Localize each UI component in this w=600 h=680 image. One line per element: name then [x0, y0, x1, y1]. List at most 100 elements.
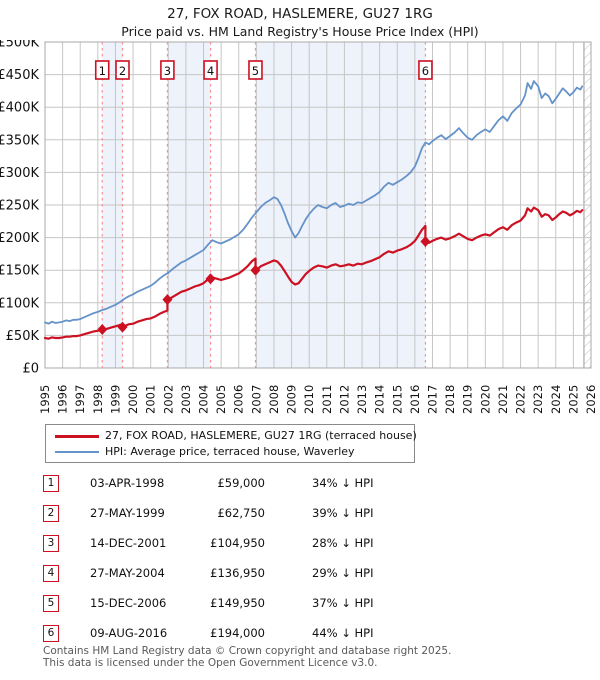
x-axis-tick-label: 2017	[425, 385, 439, 414]
y-axis-tick-label: £200K	[0, 231, 39, 246]
sale-table-row: 1 03-APR-1998 £59,000 34% ↓ HPI	[43, 475, 563, 493]
sale-price: £194,000	[210, 626, 265, 640]
sale-hpi-diff: 39% ↓ HPI	[312, 506, 374, 520]
sale-badge-box	[203, 60, 218, 80]
x-axis-tick-label: 2001	[144, 385, 158, 414]
footer-line-2: This data is licensed under the Open Gov…	[43, 656, 378, 669]
y-axis-tick-label: £150K	[0, 264, 39, 279]
sale-point-marker	[205, 273, 216, 285]
hpi-line	[44, 80, 584, 325]
x-axis-tick-label: 2013	[355, 385, 369, 414]
x-axis-tick-label: 2024	[549, 385, 563, 414]
license-footer: Contains HM Land Registry data © Crown c…	[43, 645, 583, 669]
sale-badge-number: 1	[99, 64, 106, 78]
x-axis-tick-label: 1996	[56, 385, 70, 414]
footer-line-1: Contains HM Land Registry data © Crown c…	[43, 645, 452, 657]
sale-price: £59,000	[217, 476, 265, 490]
sale-table-row: 4 27-MAY-2004 £136,950 29% ↓ HPI	[43, 565, 563, 583]
x-axis-tick-label: 2023	[531, 385, 545, 414]
x-axis-tick-label: 2012	[337, 385, 351, 414]
y-axis-tick-label: £0	[22, 362, 39, 377]
x-axis-tick-label: 2022	[514, 385, 528, 414]
price-chart-canvas: 1 2 3 4 5 6 £500K £450K £400K £350K £300K £250K £200…	[0, 40, 598, 414]
x-axis-tick-label: 2021	[496, 385, 510, 414]
sale-badge-number: 4	[207, 64, 214, 78]
price-paid-line	[43, 206, 584, 340]
sale-hpi-diff: 44% ↓ HPI	[312, 626, 374, 640]
sale-badge-box	[160, 60, 175, 80]
y-axis-tick-label: £300K	[0, 166, 39, 181]
sale-point-marker	[420, 236, 431, 248]
y-axis-tick-label: £100K	[0, 296, 39, 311]
y-axis-tick-label: £400K	[0, 101, 39, 116]
x-axis-tick-label: 2014	[373, 385, 387, 414]
sale-number-badge: 2	[43, 505, 59, 522]
x-axis-tick-label: 2016	[408, 385, 422, 414]
x-axis-tick-label: 1997	[73, 385, 87, 414]
sale-table-row: 2 27-MAY-1999 £62,750 39% ↓ HPI	[43, 505, 563, 523]
x-axis-tick-label: 2018	[443, 385, 457, 414]
sale-number-badge: 6	[43, 625, 59, 642]
sale-date: 14-DEC-2001	[90, 536, 167, 550]
sale-badge-number: 6	[422, 64, 429, 78]
y-axis-tick-label: £350K	[0, 133, 39, 148]
sale-hpi-diff: 37% ↓ HPI	[312, 596, 374, 610]
page-title: 27, FOX ROAD, HASLEMERE, GU27 1RG	[167, 6, 433, 22]
x-axis-tick-label: 2000	[126, 385, 140, 414]
x-axis-tick-label: 2008	[267, 385, 281, 414]
sale-badge-box	[418, 60, 433, 80]
sale-table-row: 6 09-AUG-2016 £194,000 44% ↓ HPI	[43, 625, 563, 643]
sale-date: 27-MAY-2004	[90, 566, 165, 580]
sale-hpi-diff: 34% ↓ HPI	[312, 476, 374, 490]
sale-date: 03-APR-1998	[90, 476, 165, 490]
page-subtitle: Price paid vs. HM Land Registry's House …	[121, 24, 479, 39]
sale-table-row: 3 14-DEC-2001 £104,950 28% ↓ HPI	[43, 535, 563, 553]
x-axis-tick-label: 2009	[285, 385, 299, 414]
x-axis-tick-label: 2007	[249, 385, 263, 414]
sale-hpi-diff: 29% ↓ HPI	[312, 566, 374, 580]
x-axis-tick-label: 2002	[161, 385, 175, 414]
sale-point-marker	[97, 324, 108, 336]
x-axis-tick-label: 2011	[320, 385, 334, 414]
sale-price: £149,950	[210, 596, 265, 610]
sale-badge-box	[115, 60, 130, 80]
sale-badge-number: 3	[164, 64, 171, 78]
sale-number-badge: 4	[43, 565, 59, 582]
sale-point-marker	[162, 294, 173, 306]
x-axis-tick-label: 1998	[91, 385, 105, 414]
x-axis-tick-label: 2010	[302, 385, 316, 414]
sale-price: £62,750	[217, 506, 265, 520]
sale-badge-number: 2	[119, 64, 126, 78]
legend-item: 27, FOX ROAD, HASLEMERE, GU27 1RG (terra…	[46, 428, 417, 444]
x-axis-tick-label: 2019	[461, 385, 475, 414]
legend-item: HPI: Average price, terraced house, Wave…	[46, 444, 414, 460]
sale-point-marker	[250, 264, 261, 276]
x-axis-tick-label: 2004	[197, 385, 211, 414]
x-axis-tick-label: 2006	[232, 385, 246, 414]
y-axis-tick-label: £500K	[0, 40, 39, 51]
y-axis-tick-label: £50K	[6, 329, 40, 344]
x-axis-tick-label: 2015	[390, 385, 404, 414]
sale-number-badge: 1	[43, 475, 59, 492]
sale-table-row: 5 15-DEC-2006 £149,950 37% ↓ HPI	[43, 595, 563, 613]
x-axis-tick-label: 1999	[108, 385, 122, 414]
chart-legend: 27, FOX ROAD, HASLEMERE, GU27 1RG (terra…	[45, 424, 417, 463]
sale-badge-number: 5	[252, 64, 259, 78]
sale-badge-box	[94, 60, 110, 80]
sale-number-badge: 5	[43, 595, 59, 612]
x-axis-tick-label: 1995	[38, 385, 52, 414]
sale-date: 09-AUG-2016	[90, 626, 168, 640]
sale-date: 27-MAY-1999	[90, 506, 165, 520]
legend-line-swatch	[55, 435, 99, 438]
x-axis-tick-label: 2026	[584, 385, 598, 414]
legend-label: HPI: Average price, terraced house, Wave…	[105, 445, 355, 458]
x-axis-tick-label: 2025	[566, 385, 580, 414]
sale-price: £136,950	[210, 566, 265, 580]
x-axis-tick-label: 2003	[179, 385, 193, 414]
y-axis-tick-label: £250K	[0, 199, 39, 214]
sale-number-badge: 3	[43, 535, 59, 552]
sale-point-marker	[117, 321, 128, 333]
legend-line-swatch	[55, 451, 99, 453]
sale-hpi-diff: 28% ↓ HPI	[312, 536, 374, 550]
y-axis-tick-label: £450K	[0, 68, 39, 83]
